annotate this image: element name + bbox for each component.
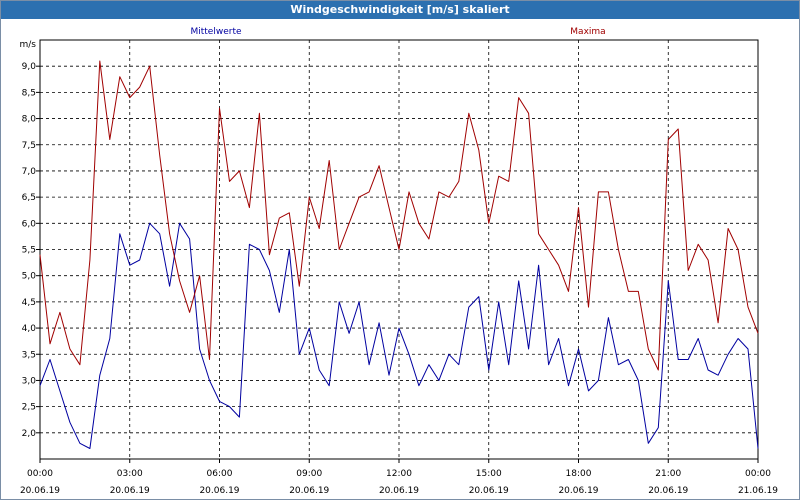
y-tick-label: 9,0 xyxy=(22,62,37,72)
y-axis-label: m/s xyxy=(20,40,37,50)
y-tick-label: 3,5 xyxy=(22,350,36,360)
y-tick-label: 2,0 xyxy=(22,429,37,439)
x-tick-date-label: 20.06.19 xyxy=(648,486,688,496)
y-tick-label: 6,5 xyxy=(22,193,36,203)
y-tick-label: 5,5 xyxy=(22,246,36,256)
y-tick-label: 2,5 xyxy=(22,403,36,413)
series-line-mittelwerte xyxy=(39,222,759,449)
grid xyxy=(40,40,758,459)
x-tick-time-label: 03:00 xyxy=(117,469,143,479)
series-line-maxima xyxy=(39,60,759,371)
legend-maxima: Maxima xyxy=(570,27,605,37)
x-tick-date-label: 20.06.19 xyxy=(199,486,239,496)
series-lines xyxy=(39,60,759,449)
x-tick-date-label: 20.06.19 xyxy=(289,486,329,496)
x-tick-time-label: 21:00 xyxy=(655,469,681,479)
x-tick-time-label: 00:00 xyxy=(27,469,53,479)
legend-mittelwerte: Mittelwerte xyxy=(190,27,241,37)
x-tick-date-label: 20.06.19 xyxy=(558,486,598,496)
window-title: Windgeschwindigkeit [m/s] skaliert xyxy=(1,1,799,19)
y-tick-label: 5,0 xyxy=(22,272,37,282)
y-axis-ticks: 2,0 2,5 3,0 3,5 4,0 4,5 5,0 5,5 6,0 6,5 7,0 7,5 8,0 8… xyxy=(22,62,40,439)
x-tick-date-label: 20.06.19 xyxy=(20,486,60,496)
x-tick-time-label: 06:00 xyxy=(207,469,233,479)
x-tick-time-label: 18:00 xyxy=(566,469,592,479)
x-tick-time-label: 00:00 xyxy=(745,469,771,479)
x-tick-time-label: 09:00 xyxy=(296,469,322,479)
x-tick-date-label: 20.06.19 xyxy=(379,486,419,496)
x-axis-ticks: 00:00 20.06.19 03:00 20.06.19 06:00 20.06.19 0… xyxy=(20,459,778,496)
x-tick-time-label: 12:00 xyxy=(386,469,412,479)
y-tick-label: 7,5 xyxy=(22,141,36,151)
x-tick-date-label: 21.06.19 xyxy=(738,486,778,496)
y-tick-label: 4,5 xyxy=(22,298,36,308)
y-tick-label: 4,0 xyxy=(22,324,37,334)
x-tick-date-label: 20.06.19 xyxy=(469,486,509,496)
x-tick-time-label: 15:00 xyxy=(476,469,502,479)
y-tick-label: 8,0 xyxy=(22,115,37,125)
y-tick-label: 7,0 xyxy=(22,167,37,177)
y-tick-label: 3,0 xyxy=(22,376,37,386)
x-tick-date-label: 20.06.19 xyxy=(110,486,150,496)
y-tick-label: 6,0 xyxy=(22,219,37,229)
y-tick-label: 8,5 xyxy=(22,88,36,98)
